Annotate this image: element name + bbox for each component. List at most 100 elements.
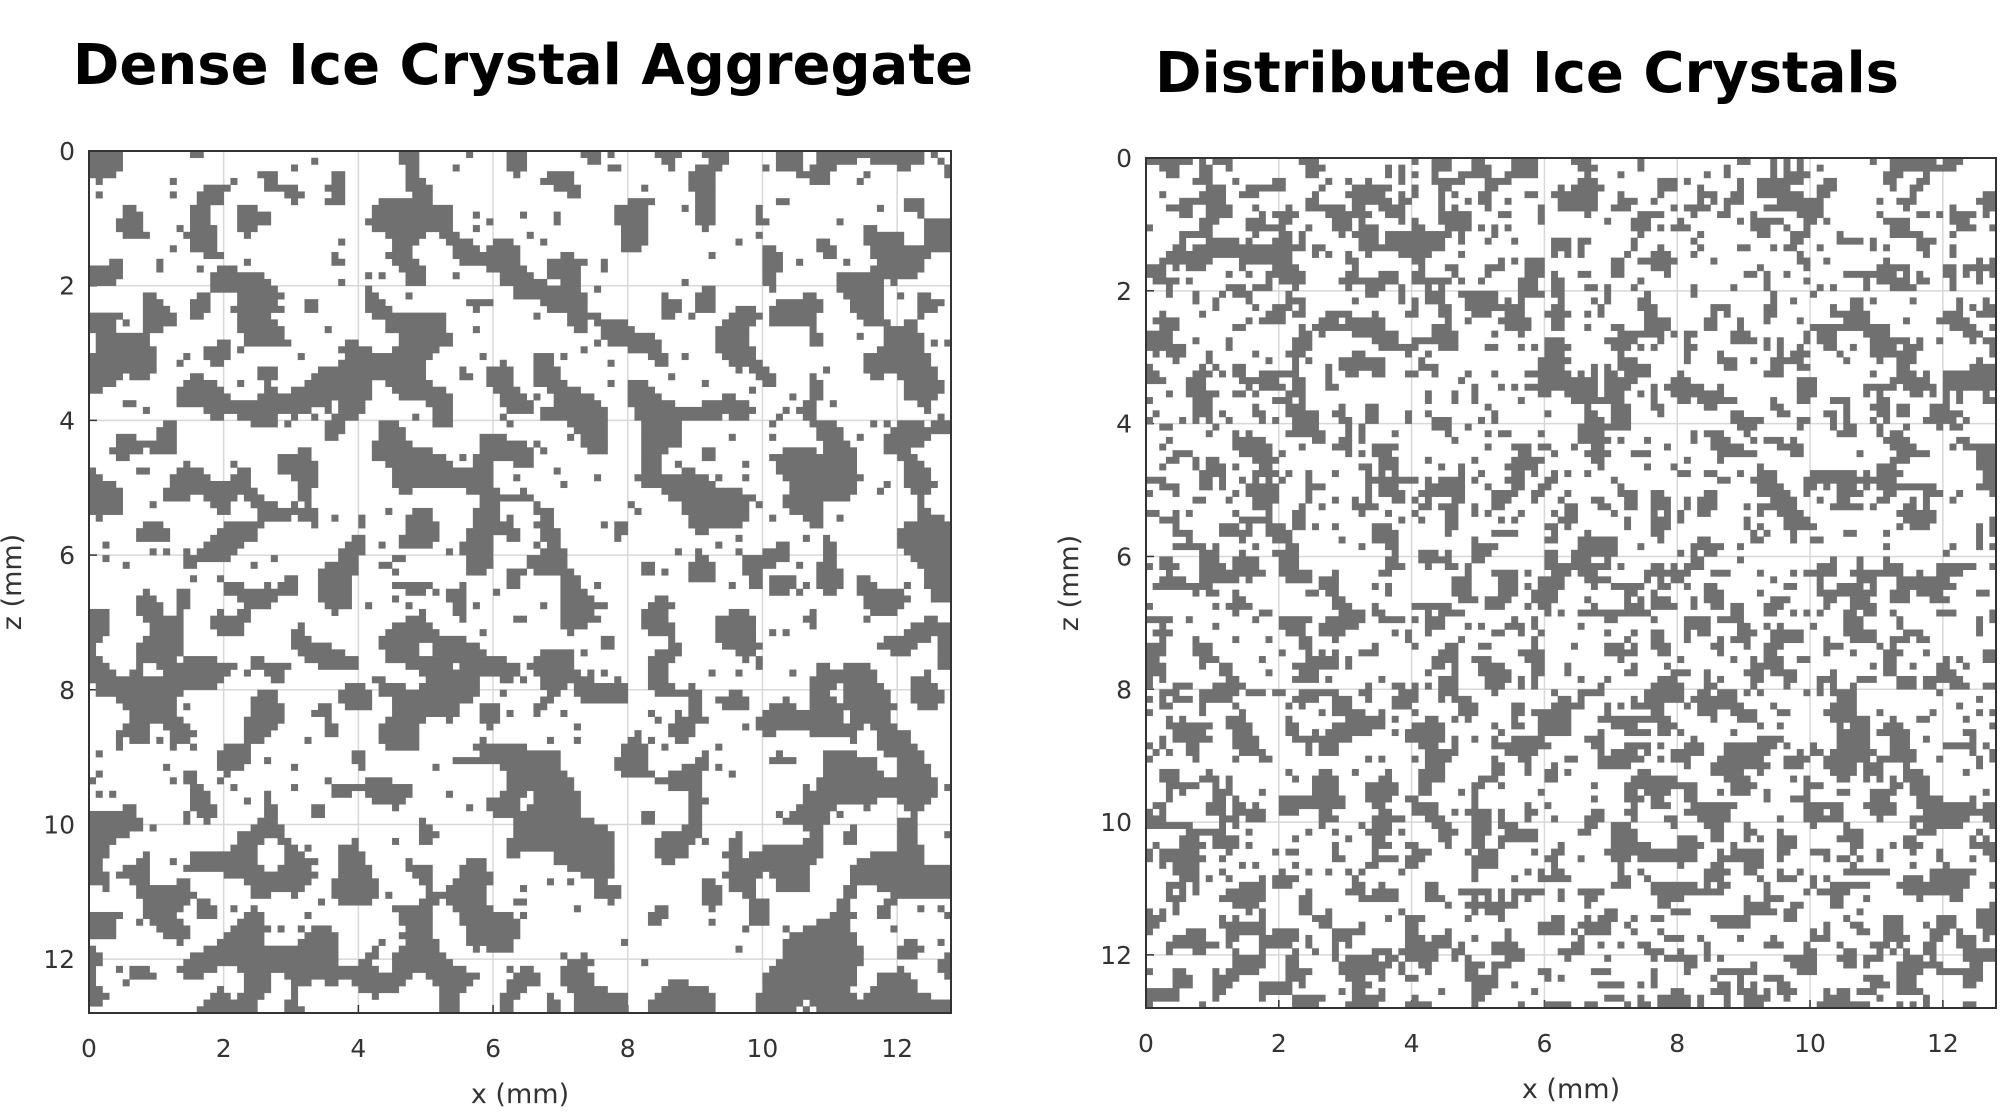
ice-cells [924, 582, 951, 589]
ice-cells [1385, 583, 1392, 590]
ice-cells [1332, 570, 1339, 577]
ice-cells [1604, 995, 1624, 1002]
ice-cells [203, 818, 210, 825]
ice-cells [1471, 550, 1491, 557]
ice-cells [486, 265, 527, 272]
ice-cells [1803, 942, 1810, 949]
ice-cells [890, 649, 911, 656]
ice-cells [850, 306, 884, 313]
ice-cells [190, 205, 211, 212]
ice-cells [1717, 968, 1757, 975]
ice-cells [648, 683, 675, 690]
ice-cells [1511, 470, 1525, 477]
ice-cells [1578, 696, 1585, 703]
ice-cells [614, 218, 648, 225]
ice-cells [210, 360, 224, 367]
ice-cells [1345, 955, 1379, 962]
ice-cells [756, 993, 857, 1000]
ice-cells [1598, 756, 1645, 763]
ice-cells [1525, 815, 1532, 822]
ice-cells [1465, 955, 1472, 962]
ice-cells [1876, 430, 1883, 437]
ice-cells [1186, 510, 1193, 517]
ice-cells [143, 912, 177, 919]
ice-cells [1199, 364, 1206, 371]
ice-cells [1797, 364, 1811, 371]
ice-cells [473, 454, 534, 461]
y-tick-label: 8 [1116, 675, 1132, 704]
ice-cells [1199, 663, 1206, 670]
ice-cells [1936, 849, 1943, 856]
ice-cells [372, 946, 379, 953]
ice-cells [742, 474, 749, 481]
ice-cells [1671, 331, 1678, 338]
ice-cells [237, 380, 244, 387]
ice-cells [1285, 769, 1292, 776]
ice-cells [1890, 643, 1897, 650]
ice-cells [1458, 291, 1498, 298]
ice-cells [1378, 271, 1398, 278]
ice-cells [722, 851, 743, 858]
ice-cells [89, 313, 123, 320]
ice-cells [1976, 696, 1983, 703]
ice-cells [533, 380, 567, 387]
ice-cells [655, 993, 716, 1000]
ice-cells [1372, 311, 1379, 318]
ice-cells [1916, 178, 1930, 185]
ice-cells [1511, 384, 1518, 391]
ice-cells [1159, 444, 1166, 451]
ice-cells [1611, 417, 1631, 424]
ice-cells [540, 414, 608, 421]
ice-cells [560, 616, 601, 623]
ice-cells [1857, 563, 1864, 570]
ice-cells [399, 932, 433, 939]
ice-cells [1212, 789, 1232, 796]
ice-cells [1471, 835, 1485, 842]
ice-cells [190, 245, 217, 252]
ice-cells [668, 979, 689, 986]
ice-cells [1817, 683, 1824, 690]
ice-cells [89, 622, 110, 629]
ice-cells [1471, 862, 1498, 869]
chart-title: Distributed Ice Crystals [1155, 41, 1899, 106]
ice-cells [1817, 576, 1824, 583]
ice-cells [1784, 523, 1818, 530]
ice-cells [1730, 782, 1757, 789]
ice-cells [331, 259, 345, 266]
ice-cells [1551, 317, 1565, 324]
ice-cells [1412, 185, 1419, 192]
ice-cells [1146, 397, 1153, 404]
ice-cells [560, 279, 581, 286]
ice-cells [533, 353, 554, 360]
ice-cells [1285, 543, 1299, 550]
ice-cells [1392, 629, 1399, 636]
ice-cells [1173, 696, 1193, 703]
ice-cells [251, 656, 265, 663]
ice-cells [1319, 503, 1326, 510]
ice-cells [264, 811, 278, 818]
ice-cells [1285, 410, 1319, 417]
ice-cells [1544, 344, 1571, 351]
ice-cells [1525, 603, 1532, 610]
ice-cells [1803, 477, 1896, 484]
ice-cells [1352, 981, 1372, 988]
ice-cells [1166, 948, 1173, 955]
ice-cells [1710, 603, 1724, 610]
ice-cells [1704, 317, 1718, 324]
ice-cells [1266, 357, 1273, 364]
y-tick-label: 4 [59, 406, 75, 435]
ice-cells [1843, 357, 1850, 364]
ice-cells [507, 158, 528, 165]
ice-cells [540, 683, 567, 690]
ice-cells [143, 326, 164, 333]
ice-cells [365, 306, 392, 313]
ice-cells [547, 265, 581, 272]
ice-cells [163, 670, 231, 677]
ice-cells [1744, 430, 1751, 437]
ice-cells [1471, 537, 1478, 544]
ice-cells [762, 979, 857, 986]
ice-cells [197, 899, 211, 906]
ice-cells [1943, 158, 1963, 165]
ice-cells [89, 872, 110, 879]
ice-cells [1657, 185, 1677, 192]
